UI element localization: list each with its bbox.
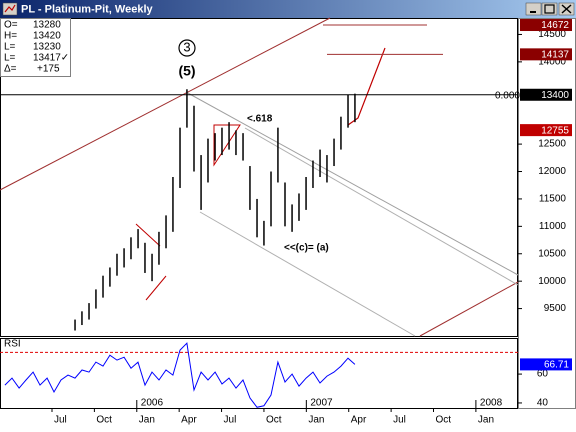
y-tick-label: 10000 bbox=[538, 276, 566, 287]
rsi-value-label: 66.71 bbox=[544, 360, 569, 371]
channel-line bbox=[244, 127, 519, 286]
year-label: 2007 bbox=[310, 398, 333, 409]
wedge-line bbox=[145, 275, 167, 301]
close-glyph bbox=[561, 4, 572, 14]
window-title: PL - Platinum-Pit, Weekly bbox=[21, 3, 154, 15]
quote-lines: O= 13280 H= 13420 L= 13230 L= 13417✓ Δ= … bbox=[4, 20, 69, 75]
quote-label: L= bbox=[4, 53, 16, 64]
quote-box bbox=[0, 18, 71, 77]
price-axis-area bbox=[518, 18, 576, 409]
rsi-panel bbox=[0, 338, 518, 409]
x-tick-label: Jul bbox=[54, 415, 67, 426]
x-tick-label: Oct bbox=[436, 415, 452, 426]
annotation: (5) bbox=[178, 63, 195, 79]
annotation: 0.000 bbox=[495, 91, 520, 102]
year-label: 2006 bbox=[141, 398, 164, 409]
x-tick-label: Oct bbox=[266, 415, 282, 426]
y-tick-label: 60 bbox=[537, 369, 549, 380]
y-tick-label: 10500 bbox=[538, 248, 566, 259]
rsi-value-box bbox=[520, 358, 572, 371]
rsi-line bbox=[4, 342, 356, 408]
wedge-line bbox=[135, 223, 161, 247]
quote-label: O= bbox=[4, 20, 18, 31]
projection-line bbox=[347, 47, 386, 126]
window-icon[interactable] bbox=[2, 2, 18, 16]
quote-label: Δ= bbox=[4, 64, 17, 75]
title-bar bbox=[0, 0, 576, 18]
level-box bbox=[520, 19, 572, 32]
x-tick-label: Jan bbox=[478, 415, 494, 426]
triangle-pattern bbox=[213, 124, 241, 167]
x-tick-label: Jan bbox=[308, 415, 324, 426]
rsi-label: RSI bbox=[4, 339, 21, 350]
level-box bbox=[520, 124, 572, 137]
annotation: <.618 bbox=[247, 114, 273, 125]
level-label: 14137 bbox=[541, 49, 569, 60]
level-box bbox=[520, 88, 572, 101]
quote-value: 13230 bbox=[33, 42, 61, 53]
price-panel bbox=[0, 18, 518, 337]
quote-value: +175 bbox=[37, 64, 60, 75]
window-icon-glyph bbox=[4, 4, 16, 13]
wave-circle bbox=[178, 39, 196, 57]
x-tick-label: Jul bbox=[224, 415, 237, 426]
y-tick-label: 12000 bbox=[538, 166, 566, 177]
y-tick-label: 40 bbox=[537, 398, 549, 409]
annotation: 3 bbox=[183, 39, 190, 54]
trend-line bbox=[419, 281, 519, 337]
x-tick-label: Jan bbox=[139, 415, 155, 426]
y-tick-label: 12500 bbox=[538, 139, 566, 150]
year-label: 2008 bbox=[480, 398, 503, 409]
level-label: 13400 bbox=[541, 90, 569, 101]
window-buttons bbox=[525, 2, 575, 16]
trend-lines bbox=[0, 17, 519, 337]
quote-label: H= bbox=[4, 31, 17, 42]
channel-line bbox=[185, 91, 519, 276]
level-label: 14672 bbox=[541, 20, 569, 31]
y-tick-label: 14000 bbox=[538, 57, 566, 68]
x-tick-label: Jul bbox=[393, 415, 406, 426]
x-tick-label: Oct bbox=[96, 415, 112, 426]
channel-line bbox=[199, 211, 416, 337]
level-label: 12755 bbox=[541, 125, 569, 136]
quote-value: 13280 bbox=[33, 20, 61, 31]
minimize-button[interactable] bbox=[525, 2, 542, 16]
y-tick-label: 11000 bbox=[539, 221, 567, 232]
level-box bbox=[520, 48, 572, 61]
maximize-glyph bbox=[544, 4, 555, 14]
quote-value: 13420 bbox=[33, 31, 61, 42]
quote-label: L= bbox=[4, 42, 16, 53]
maximize-button[interactable] bbox=[541, 2, 558, 16]
y-tick-label: 11500 bbox=[539, 194, 567, 205]
quote-value: 13417✓ bbox=[33, 53, 69, 64]
x-tick-label: Apr bbox=[181, 415, 197, 426]
y-tick-label: 14500 bbox=[538, 29, 566, 40]
x-tick-label: Apr bbox=[351, 415, 367, 426]
y-tick-label: 9500 bbox=[544, 303, 567, 314]
annotation: <<(c)= (a) bbox=[284, 243, 329, 254]
trend-line bbox=[0, 17, 331, 191]
